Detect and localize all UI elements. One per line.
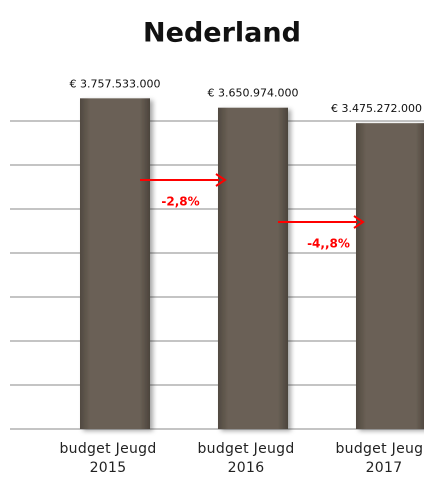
value-label: € 3.475.272.000 xyxy=(331,102,422,115)
arrow-head xyxy=(353,215,365,229)
value-label: € 3.650.974.000 xyxy=(208,87,299,100)
value-label: € 3.757.533.000 xyxy=(70,77,161,90)
x-tick-label: budget Jeugd 2016 xyxy=(197,441,295,476)
bar-group xyxy=(218,107,288,429)
chart-title: Nederland xyxy=(143,18,301,49)
bar-group xyxy=(356,123,424,430)
x-tick-label: budget Jeugd 2015 xyxy=(59,441,157,476)
annotation: -4,,8% xyxy=(307,237,350,251)
annotation: -2,8% xyxy=(161,195,199,209)
bar-shade xyxy=(218,107,288,429)
bar-shade xyxy=(80,98,150,429)
arrow-head xyxy=(215,173,227,187)
bar-shade xyxy=(356,123,424,430)
x-tick-label: budget Jeugd 2017 xyxy=(335,441,424,476)
bar-group xyxy=(80,98,150,429)
